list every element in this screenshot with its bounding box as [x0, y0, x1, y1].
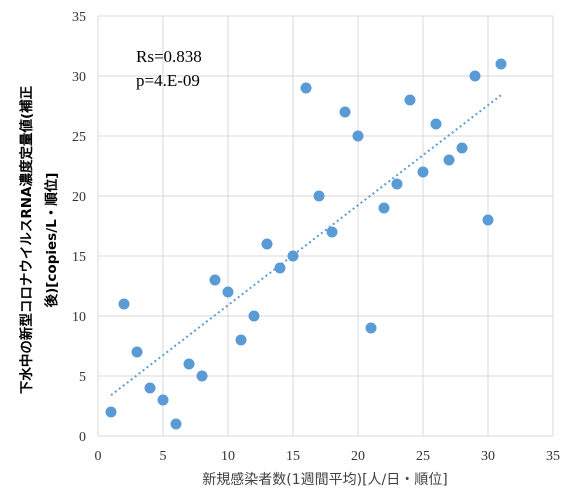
data-point — [339, 106, 351, 118]
x-tick-label: 10 — [221, 449, 235, 464]
data-point — [170, 418, 182, 430]
x-tick-label: 20 — [351, 449, 365, 464]
data-point — [222, 286, 234, 298]
data-point — [209, 274, 221, 286]
data-point — [365, 322, 377, 334]
data-point — [326, 226, 338, 238]
x-tick-labels: 0 5 10 15 20 25 30 35 — [95, 449, 561, 464]
data-point — [417, 166, 429, 178]
y-axis-title-line1: 下水中の新型コロナウイルスRNA濃度定量値(補正 — [18, 85, 35, 394]
data-point — [404, 94, 416, 106]
y-tick-label: 30 — [72, 70, 86, 85]
data-point — [131, 346, 143, 358]
y-tick-label: 5 — [79, 370, 86, 385]
y-tick-label: 35 — [72, 10, 86, 25]
data-point — [144, 382, 156, 394]
y-tick-label: 25 — [72, 130, 86, 145]
x-axis-title: 新規感染者数(1週間平均)[人/日・順位] — [202, 471, 447, 488]
data-points — [105, 58, 507, 430]
trendline-group — [110, 94, 502, 396]
y-tick-labels: 0 5 10 15 20 25 30 35 — [72, 10, 86, 445]
x-tick-label: 30 — [481, 449, 495, 464]
data-point — [352, 130, 364, 142]
data-point — [261, 238, 273, 250]
data-point — [118, 298, 130, 310]
gridlines — [97, 15, 554, 437]
y-tick-label: 15 — [72, 250, 86, 265]
x-tick-label: 35 — [546, 449, 560, 464]
x-tick-label: 5 — [160, 449, 167, 464]
y-axis-title: 下水中の新型コロナウイルスRNA濃度定量値(補正 後)[copies/L・順位] — [18, 85, 60, 394]
x-tick-label: 25 — [416, 449, 430, 464]
data-point — [378, 202, 390, 214]
data-point — [235, 334, 247, 346]
y-axis-title-line2: 後)[copies/L・順位] — [43, 173, 60, 308]
data-point — [183, 358, 195, 370]
data-point — [469, 70, 481, 82]
annotation-p: p=4.E-09 — [136, 71, 200, 90]
data-point — [300, 82, 312, 94]
data-point — [157, 394, 169, 406]
data-point — [456, 142, 468, 154]
data-point — [495, 58, 507, 70]
trendline — [110, 94, 502, 396]
data-point — [391, 178, 403, 190]
data-point — [482, 214, 494, 226]
x-tick-label: 0 — [95, 449, 102, 464]
y-tick-label: 0 — [79, 430, 86, 445]
y-tick-label: 20 — [72, 190, 86, 205]
data-point — [105, 406, 117, 418]
data-point — [430, 118, 442, 130]
data-point — [313, 190, 325, 202]
data-point — [287, 250, 299, 262]
x-tick-label: 15 — [286, 449, 300, 464]
y-tick-label: 10 — [72, 310, 86, 325]
data-point — [443, 154, 455, 166]
data-point — [196, 370, 208, 382]
data-point — [274, 262, 286, 274]
annotation-rs: Rs=0.838 — [136, 47, 202, 66]
data-point — [248, 310, 260, 322]
